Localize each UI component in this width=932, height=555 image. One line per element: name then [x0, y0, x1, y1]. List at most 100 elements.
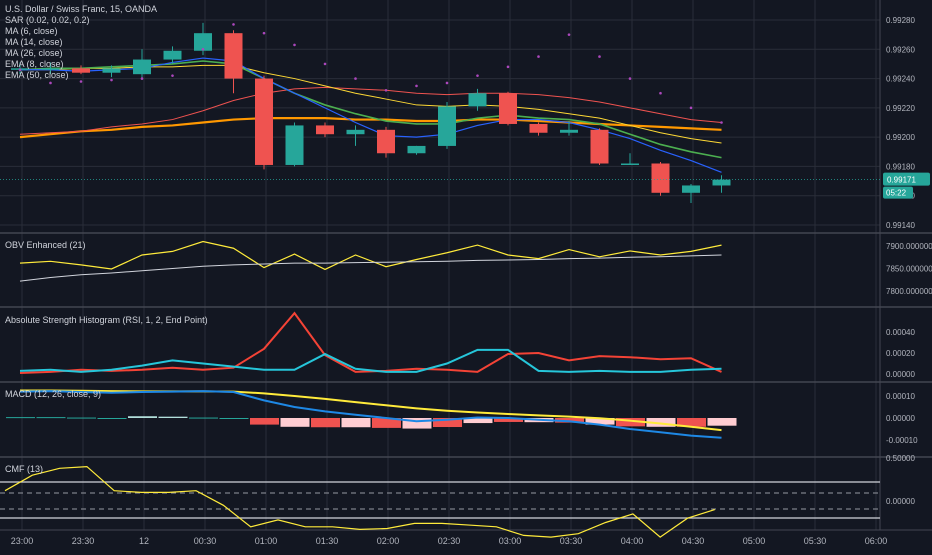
time-tick-label: 03:00: [499, 536, 522, 546]
macd-hist-bar: [250, 418, 279, 425]
sar-dot: [323, 62, 327, 66]
time-tick-label: 02:30: [438, 536, 461, 546]
macd-hist-bar: [158, 416, 188, 418]
candle-body: [255, 78, 273, 165]
macd-tick-label: -0.00010: [886, 436, 918, 445]
ash-tick-label: 0.00000: [886, 370, 915, 379]
time-tick-label: 03:30: [560, 536, 583, 546]
ash-bear-line: [19, 311, 722, 374]
ash-bull-line: [19, 348, 722, 373]
time-tick-label: 04:00: [621, 536, 644, 546]
ash-title[interactable]: Absolute Strength Histogram (RSI, 1, 2, …: [5, 315, 208, 325]
macd-line: [19, 390, 722, 439]
price-tick-label: 0.99220: [886, 104, 915, 113]
macd-tick-label: 0.00010: [886, 392, 915, 401]
ema50-line: [19, 117, 722, 139]
sar-dot: [476, 74, 479, 77]
macd-hist-bar: [616, 418, 645, 427]
obv-line: [19, 240, 722, 271]
time-tick-label: 23:00: [11, 536, 34, 546]
legend-ema8[interactable]: EMA (8, close): [5, 59, 64, 69]
macd-hist-bar: [585, 418, 615, 425]
legend-ma26[interactable]: MA (26, close): [5, 48, 63, 58]
chart-title[interactable]: U.S. Dollar / Swiss Franc, 15, OANDA: [5, 4, 158, 14]
price-tick-label: 0.99140: [886, 221, 915, 230]
candle-body: [621, 163, 639, 165]
candle-body: [651, 163, 670, 193]
macd-hist-bar: [372, 418, 401, 428]
candle-body: [224, 33, 243, 79]
sar-dot: [262, 31, 266, 35]
candle-body: [590, 129, 609, 164]
time-tick-label: 01:00: [255, 536, 278, 546]
last-price-badge: [883, 172, 930, 186]
macd-hist-bar: [6, 417, 35, 419]
countdown-label: 05:22: [886, 189, 907, 198]
main-legend: U.S. Dollar / Swiss Franc, 15, OANDA SAR…: [5, 4, 157, 81]
macd-hist-bar: [311, 418, 340, 428]
macd-hist-bar: [402, 418, 432, 429]
obv-tick-label: 7850.000000: [886, 265, 932, 274]
sar-dot: [201, 47, 205, 51]
legend-ema50[interactable]: EMA (50, close): [5, 70, 69, 80]
time-tick-label: 00:30: [194, 536, 217, 546]
candle-body: [72, 68, 90, 73]
candle-body: [529, 123, 548, 133]
obv-title[interactable]: OBV Enhanced (21): [5, 240, 86, 250]
price-tick-label: 0.99280: [886, 16, 915, 25]
candle-body: [346, 129, 365, 135]
obv-signal-line: [19, 254, 722, 282]
macd-hist-bar: [219, 418, 249, 419]
time-tick-label: 01:30: [316, 536, 339, 546]
sar-dot: [567, 33, 571, 36]
sar-dot: [293, 43, 296, 47]
macd-title[interactable]: MACD (12, 26, close, 9): [5, 389, 102, 399]
macd-hist-bar: [433, 418, 462, 428]
candle-body: [407, 145, 426, 154]
candle-body: [41, 68, 60, 70]
time-tick-label: 02:00: [377, 536, 400, 546]
candle-body: [133, 59, 151, 75]
countdown-badge: [883, 186, 913, 199]
sar-dot: [598, 55, 601, 58]
sar-dot: [79, 80, 83, 83]
cmf-tick-label: 0.00000: [886, 497, 915, 506]
time-tick-label: 05:00: [743, 536, 766, 546]
candle-body: [468, 93, 487, 107]
sar-dot: [110, 78, 113, 82]
sar-dot: [506, 65, 510, 69]
legend-ma6[interactable]: MA (6, close): [5, 26, 58, 36]
obv-tick-label: 7800.000000: [886, 287, 932, 296]
candle-body: [102, 68, 121, 73]
time-tick-label: 06:00: [865, 536, 888, 546]
sar-dot: [232, 23, 235, 26]
macd-tick-label: 0.00000: [886, 414, 915, 423]
candle-body: [499, 93, 517, 124]
macd-hist-bar: [36, 417, 66, 419]
obv-tick-label: 7900.000000: [886, 242, 932, 251]
candle-body: [377, 129, 395, 154]
price-tick-label: 0.99260: [886, 45, 915, 54]
price-tick-label: 0.99180: [886, 162, 915, 171]
legend-sar[interactable]: SAR (0.02, 0.02, 0.2): [5, 15, 90, 25]
candle-body: [560, 129, 578, 133]
last-price-label: 0.99171: [887, 176, 916, 185]
sar-dot: [415, 84, 418, 88]
sar-dot: [628, 77, 632, 80]
sar-dot: [354, 77, 357, 80]
macd-hist-bar: [494, 418, 523, 422]
macd-hist-bar: [646, 418, 676, 427]
sar-dot: [720, 121, 723, 124]
ema8-line: [19, 86, 722, 135]
cmf-title[interactable]: CMF (13): [5, 464, 43, 474]
sar-dot: [171, 74, 174, 77]
cmf-tick-label: 0.50000: [886, 454, 915, 463]
macd-hist-bar: [67, 417, 96, 419]
legend-ma14[interactable]: MA (14, close): [5, 37, 63, 47]
time-tick-label: 12: [139, 536, 149, 546]
macd-hist-bar: [128, 416, 157, 418]
macd-hist-bar: [280, 418, 310, 427]
sar-dot: [445, 81, 449, 85]
